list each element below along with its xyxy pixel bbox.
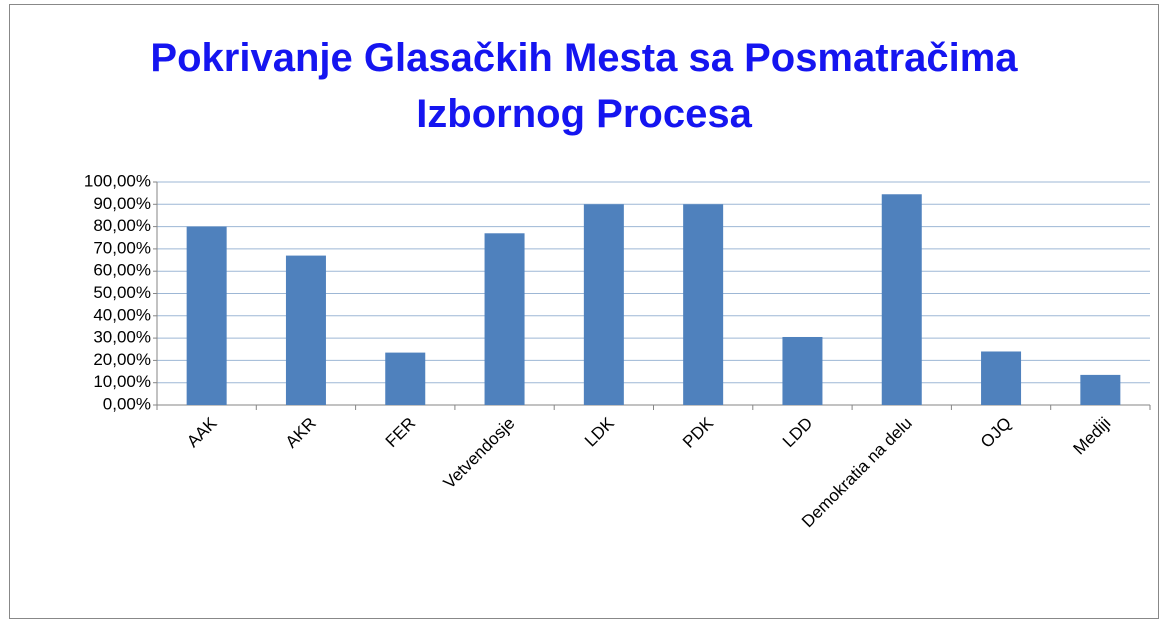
chart-frame <box>9 4 1159 619</box>
x-tick-label: OJQ <box>977 414 1015 452</box>
x-tick-label: PDK <box>679 413 718 452</box>
x-tick-label: Vetvendosje <box>440 414 519 493</box>
y-tick-label: 90,00% <box>93 194 151 213</box>
y-tick-label: 70,00% <box>93 238 151 257</box>
bar <box>683 204 724 405</box>
x-tick-label: AKR <box>282 414 320 452</box>
x-tick-label: Mediji <box>1070 414 1115 459</box>
bar <box>484 233 525 405</box>
bar <box>1080 374 1121 405</box>
x-tick-label: AAK <box>183 413 221 451</box>
y-tick-label: 40,00% <box>93 305 151 324</box>
x-tick-label: Demokratia na delu <box>798 414 916 532</box>
bar <box>186 226 227 405</box>
x-tick-label: LDD <box>779 414 816 451</box>
y-tick-label: 10,00% <box>93 372 151 391</box>
x-tick-label: LDK <box>581 413 618 450</box>
y-tick-label: 80,00% <box>93 216 151 235</box>
bar <box>583 204 624 405</box>
y-tick-label: 30,00% <box>93 328 151 347</box>
bar <box>285 255 326 405</box>
y-tick-label: 100,00% <box>84 171 151 190</box>
bar <box>385 352 426 405</box>
x-tick-label: FER <box>382 414 419 451</box>
bar <box>981 351 1022 405</box>
y-tick-label: 60,00% <box>93 261 151 280</box>
chart-title: Pokrivanje Glasačkih Mesta sa Posmatrači… <box>150 36 1018 136</box>
y-tick-label: 20,00% <box>93 350 151 369</box>
y-tick-label: 50,00% <box>93 283 151 302</box>
y-tick-label: 0,00% <box>103 394 151 413</box>
bar <box>782 336 823 405</box>
bar <box>881 194 922 405</box>
